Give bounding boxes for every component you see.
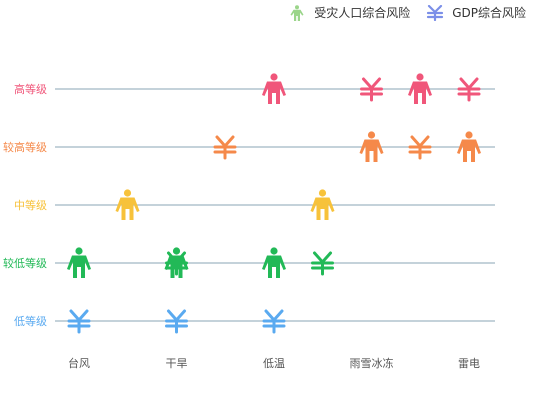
- x-tick-label: 雷电: [458, 357, 480, 370]
- yen-point: [360, 77, 383, 102]
- yen-point: [165, 309, 188, 334]
- yen-point: [408, 135, 432, 160]
- x-tick-label: 雨雪冰冻: [350, 356, 394, 370]
- person-point: [67, 247, 91, 278]
- person-icon: [290, 4, 304, 21]
- legend-item-population[interactable]: 受灾人口综合风险: [284, 4, 410, 21]
- x-tick-label: 干旱: [166, 357, 188, 370]
- legend: 受灾人口综合风险 GDP综合风险: [284, 4, 526, 21]
- yen-point: [67, 309, 91, 334]
- person-point: [115, 189, 140, 220]
- yen-point: [213, 135, 237, 160]
- legend-person-shape: [290, 4, 304, 21]
- person-point: [408, 73, 432, 104]
- y-tick-label: 高等级: [14, 82, 47, 96]
- legend-label-gdp: GDP综合风险: [452, 6, 526, 20]
- legend-label-population: 受灾人口综合风险: [314, 6, 411, 20]
- person-point: [457, 131, 481, 162]
- person-point: [262, 247, 286, 278]
- yen-point: [262, 309, 286, 334]
- y-tick-label: 较低等级: [3, 256, 47, 270]
- x-tick-label: 台风: [68, 356, 90, 370]
- x-tick-label: 低温: [263, 357, 285, 370]
- y-tick-label: 低等级: [14, 314, 47, 328]
- person-point: [359, 131, 384, 162]
- person-point: [310, 189, 335, 220]
- person-point: [262, 73, 286, 104]
- y-tick-label: 较高等级: [3, 140, 47, 154]
- yen-point: [457, 77, 481, 102]
- yen-point: [311, 251, 334, 276]
- yen-icon: [427, 4, 444, 21]
- y-tick-label: 中等级: [14, 198, 47, 212]
- yen-point: [165, 251, 188, 276]
- legend-yen-shape: [427, 4, 444, 21]
- legend-item-gdp[interactable]: GDP综合风险: [422, 4, 526, 21]
